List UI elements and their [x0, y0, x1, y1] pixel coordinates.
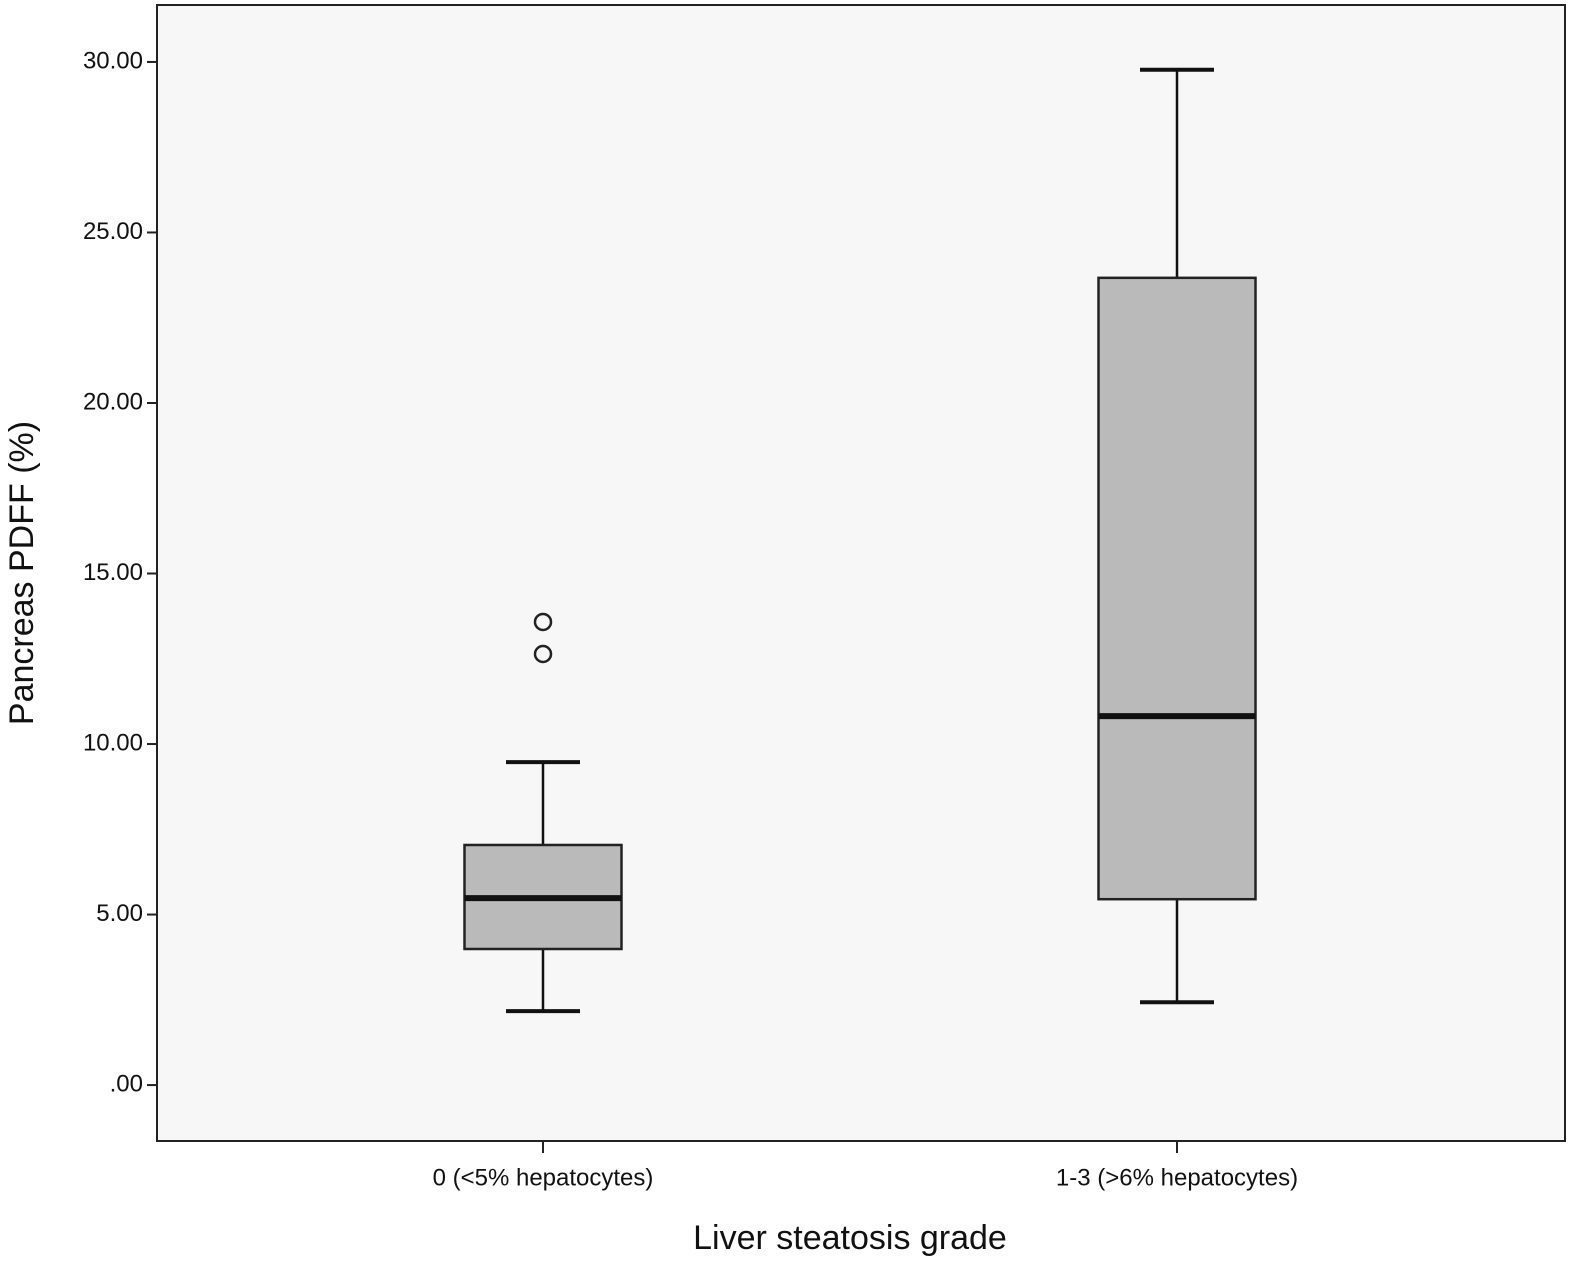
- y-tick-label: .00: [110, 1070, 143, 1097]
- y-tick-label: 30.00: [83, 47, 143, 74]
- outlier: [533, 644, 553, 664]
- outlier: [533, 612, 553, 632]
- y-tick-label: 5.00: [96, 900, 143, 927]
- y-axis-title: Pancreas PDFF (%): [3, 421, 41, 725]
- x-tick-label: 1-3 (>6% hepatocytes): [1056, 1164, 1298, 1191]
- y-tick-label: 20.00: [83, 388, 143, 415]
- x-axis-title: Liver steatosis grade: [693, 1219, 1007, 1257]
- box: [1097, 276, 1257, 901]
- plot-area: [156, 4, 1566, 1142]
- y-tick-label: 10.00: [83, 729, 143, 756]
- x-tick-label: 0 (<5% hepatocytes): [433, 1164, 654, 1191]
- y-tick-label: 25.00: [83, 218, 143, 245]
- y-tick-label: 15.00: [83, 559, 143, 586]
